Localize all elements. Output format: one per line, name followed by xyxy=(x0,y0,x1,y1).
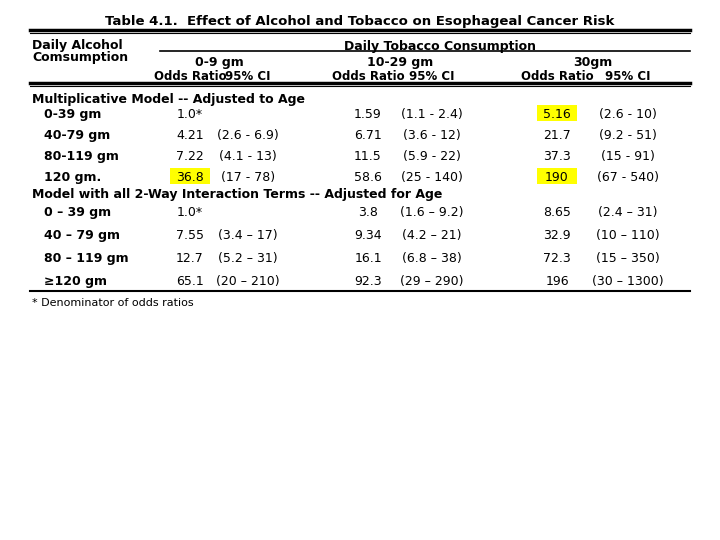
Text: Odds Ratio: Odds Ratio xyxy=(332,70,405,83)
Text: 95% CI: 95% CI xyxy=(606,70,651,83)
Text: 80-119 gm: 80-119 gm xyxy=(44,150,119,163)
Text: Odds Ratio: Odds Ratio xyxy=(521,70,593,83)
Text: 120 gm.: 120 gm. xyxy=(44,171,102,184)
Text: (5.9 - 22): (5.9 - 22) xyxy=(403,150,461,163)
Text: (3.6 - 12): (3.6 - 12) xyxy=(403,129,461,142)
Text: (10 – 110): (10 – 110) xyxy=(596,229,660,242)
Text: (2.6 - 6.9): (2.6 - 6.9) xyxy=(217,129,279,142)
Text: 9.34: 9.34 xyxy=(354,229,382,242)
Text: 40 – 79 gm: 40 – 79 gm xyxy=(44,229,120,242)
Text: 92.3: 92.3 xyxy=(354,275,382,288)
Text: 8.65: 8.65 xyxy=(543,206,571,219)
Text: 32.9: 32.9 xyxy=(543,229,571,242)
Text: 0 – 39 gm: 0 – 39 gm xyxy=(44,206,111,219)
Text: 95% CI: 95% CI xyxy=(225,70,271,83)
Text: 37.3: 37.3 xyxy=(543,150,571,163)
Text: Odds Ratio: Odds Ratio xyxy=(153,70,226,83)
Text: (20 – 210): (20 – 210) xyxy=(216,275,280,288)
Text: 7.22: 7.22 xyxy=(176,150,204,163)
Text: (4.1 - 13): (4.1 - 13) xyxy=(219,150,277,163)
Text: (9.2 - 51): (9.2 - 51) xyxy=(599,129,657,142)
Text: 196: 196 xyxy=(545,275,569,288)
Text: (25 - 140): (25 - 140) xyxy=(401,171,463,184)
FancyBboxPatch shape xyxy=(537,168,577,184)
Text: 10-29 gm: 10-29 gm xyxy=(367,56,433,69)
Text: (15 - 91): (15 - 91) xyxy=(601,150,655,163)
Text: 95% CI: 95% CI xyxy=(409,70,455,83)
Text: 0-39 gm: 0-39 gm xyxy=(44,108,102,121)
Text: (2.6 - 10): (2.6 - 10) xyxy=(599,108,657,121)
Text: 58.6: 58.6 xyxy=(354,171,382,184)
Text: 72.3: 72.3 xyxy=(543,252,571,265)
Text: (3.4 – 17): (3.4 – 17) xyxy=(218,229,278,242)
Text: ≥120 gm: ≥120 gm xyxy=(44,275,107,288)
Text: (4.2 – 21): (4.2 – 21) xyxy=(402,229,462,242)
Text: (1.6 – 9.2): (1.6 – 9.2) xyxy=(400,206,464,219)
Text: Daily Tobacco Consumption: Daily Tobacco Consumption xyxy=(344,40,536,53)
Text: Multiplicative Model -- Adjusted to Age: Multiplicative Model -- Adjusted to Age xyxy=(32,93,305,106)
FancyBboxPatch shape xyxy=(537,105,577,121)
Text: 0-9 gm: 0-9 gm xyxy=(194,56,243,69)
Text: Model with all 2-Way Interaction Terms -- Adjusted for Age: Model with all 2-Way Interaction Terms -… xyxy=(32,188,442,201)
Text: 80 – 119 gm: 80 – 119 gm xyxy=(44,252,129,265)
Text: 12.7: 12.7 xyxy=(176,252,204,265)
Text: 65.1: 65.1 xyxy=(176,275,204,288)
Text: 190: 190 xyxy=(545,171,569,184)
Text: (5.2 – 31): (5.2 – 31) xyxy=(218,252,278,265)
Text: (15 – 350): (15 – 350) xyxy=(596,252,660,265)
Text: 16.1: 16.1 xyxy=(354,252,382,265)
Text: 30gm: 30gm xyxy=(573,56,612,69)
Text: 3.8: 3.8 xyxy=(358,206,378,219)
Text: 1.0*: 1.0* xyxy=(177,206,203,219)
Text: (17 - 78): (17 - 78) xyxy=(221,171,275,184)
Text: (2.4 – 31): (2.4 – 31) xyxy=(598,206,658,219)
Text: Comsumption: Comsumption xyxy=(32,51,128,64)
Text: (67 - 540): (67 - 540) xyxy=(597,171,659,184)
Text: (1.1 - 2.4): (1.1 - 2.4) xyxy=(401,108,463,121)
Text: 11.5: 11.5 xyxy=(354,150,382,163)
Text: 21.7: 21.7 xyxy=(543,129,571,142)
Text: 1.59: 1.59 xyxy=(354,108,382,121)
Text: Daily Alcohol: Daily Alcohol xyxy=(32,39,122,52)
Text: 5.16: 5.16 xyxy=(543,108,571,121)
Text: Table 4.1.  Effect of Alcohol and Tobacco on Esophageal Cancer Risk: Table 4.1. Effect of Alcohol and Tobacco… xyxy=(105,15,615,28)
Text: 7.55: 7.55 xyxy=(176,229,204,242)
Text: 1.0*: 1.0* xyxy=(177,108,203,121)
FancyBboxPatch shape xyxy=(170,168,210,184)
Text: 6.71: 6.71 xyxy=(354,129,382,142)
Text: 36.8: 36.8 xyxy=(176,171,204,184)
Text: * Denominator of odds ratios: * Denominator of odds ratios xyxy=(32,298,194,308)
Text: (30 – 1300): (30 – 1300) xyxy=(592,275,664,288)
Text: (29 – 290): (29 – 290) xyxy=(400,275,464,288)
Text: 40-79 gm: 40-79 gm xyxy=(44,129,110,142)
Text: (6.8 – 38): (6.8 – 38) xyxy=(402,252,462,265)
Text: 4.21: 4.21 xyxy=(176,129,204,142)
